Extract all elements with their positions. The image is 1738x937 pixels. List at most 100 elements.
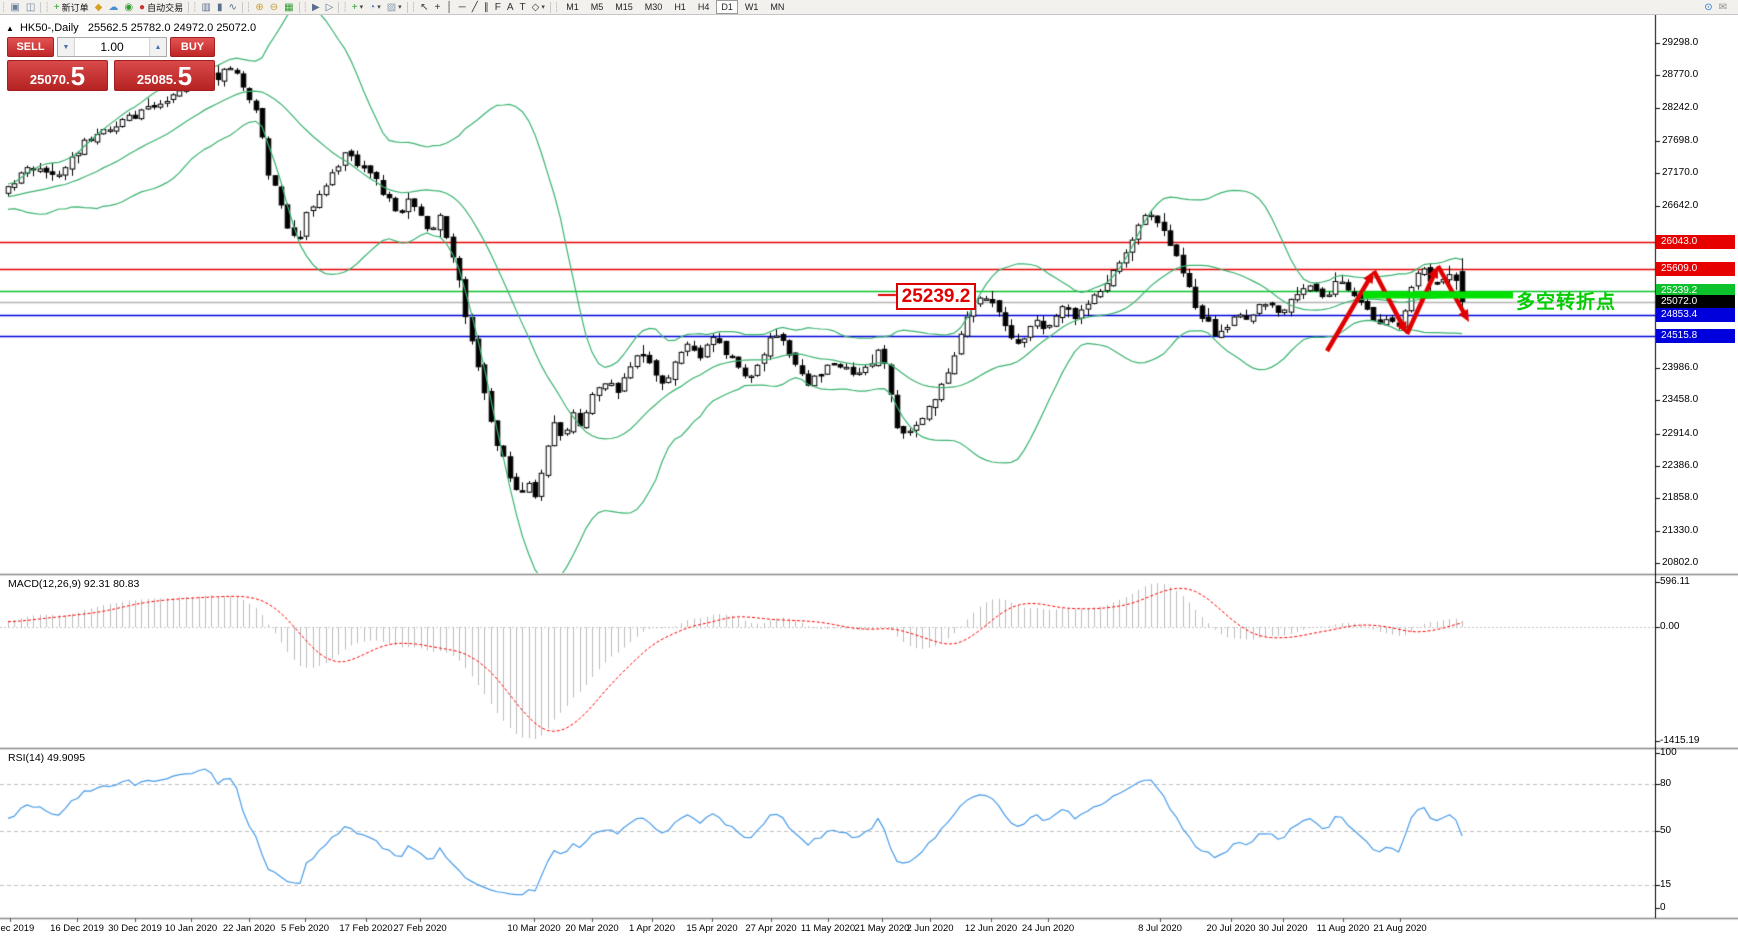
fibonacci-icon[interactable]: F (492, 1, 504, 14)
sell-price-main: 25070. (29, 72, 70, 87)
horizontal-line-icon[interactable]: ─ (456, 1, 469, 14)
crosshair-icon: + (434, 1, 441, 13)
tile-windows-icon[interactable]: ▦ (281, 1, 296, 14)
dropdown-caret-icon[interactable]: ▾ (377, 4, 381, 11)
bar-chart-type-icon[interactable]: ▥ (199, 1, 214, 14)
zoom-in-icon: ⊕ (255, 1, 264, 13)
timeframe-button-h4[interactable]: H4 (697, 2, 710, 12)
shapes-icon[interactable]: ◇ ▾ (529, 1, 548, 14)
vertical-line-icon: │ (446, 1, 453, 13)
ohlc-values: 25562.5 25782.0 24972.0 25072.0 (87, 22, 257, 34)
templates-icon[interactable]: ▨ ▾ (384, 1, 405, 14)
rsi-current-value: 49.9095 (47, 752, 86, 764)
toolbar-group-handle: ┆ (245, 2, 252, 12)
candlestick-chart-type-icon: ▮ (216, 1, 223, 13)
shapes-icon: ◇ (531, 1, 540, 13)
tile-windows-icon: ▦ (284, 1, 294, 13)
bar-chart-type-icon: ▥ (201, 1, 211, 13)
market-icon: ☁ (108, 1, 119, 13)
timeframe-button-w1[interactable]: W1 (744, 2, 759, 12)
sell-price-button[interactable]: 25070. 5 (7, 60, 108, 91)
text-icon[interactable]: A (504, 1, 517, 14)
buy-price-main: 25085. (136, 72, 177, 87)
crosshair-icon[interactable]: + (432, 1, 444, 14)
lot-increase-button[interactable]: ▲ (149, 38, 166, 56)
timeframe-button-mn[interactable]: MN (770, 2, 785, 12)
timeframe-button-m15[interactable]: M15 (615, 2, 633, 12)
indicators-icon[interactable]: + ▾ (349, 1, 366, 14)
zoom-out-icon[interactable]: ⊖ (267, 1, 281, 14)
rsi-indicator-label: RSI(14) 49.9095 (8, 752, 86, 764)
new-order-button-label: 新订单 (61, 2, 89, 13)
chart-shift-icon[interactable]: ▷ (323, 1, 337, 14)
toolbar-group-handle: ┆ (302, 2, 308, 12)
trendline-icon[interactable]: ╱ (469, 1, 481, 14)
signals-icon[interactable]: ◉ (121, 1, 136, 14)
cursor-icon: ↖ (420, 1, 429, 13)
candlestick-chart-type-icon[interactable]: ▮ (214, 1, 226, 14)
signals-icon: ◉ (124, 1, 134, 13)
auto-trading-button-label: 自动交易 (147, 2, 184, 13)
horizontal-line-icon: ─ (458, 1, 466, 13)
channel-icon: ∥ (483, 1, 489, 13)
cursor-icon[interactable]: ↖ (417, 1, 431, 14)
pivot-point-annotation[interactable]: 多空转折点 (1516, 292, 1617, 313)
buy-price-big-digit: 5 (177, 61, 193, 91)
buy-price-button[interactable]: 25085. 5 (114, 60, 215, 91)
zoom-in-icon[interactable]: ⊕ (252, 1, 266, 14)
toolbar-group-handle: ┆ (342, 2, 348, 12)
timeframe-button-m30[interactable]: M30 (644, 2, 663, 12)
mql5-wizard-icon: ◆ (94, 1, 103, 13)
new-chart-icon[interactable]: ▣ (7, 1, 22, 14)
fibonacci-icon: F (494, 1, 501, 13)
macd-indicator-label: MACD(12,26,9) 92.31 80.83 (8, 578, 140, 590)
vertical-line-icon[interactable]: │ (443, 1, 455, 14)
dropdown-caret-icon[interactable]: ▾ (541, 4, 545, 11)
new-order-button: + (53, 1, 60, 13)
channel-icon[interactable]: ∥ (481, 1, 492, 14)
search-icon[interactable]: ⊙ (1704, 1, 1713, 13)
new-chart-icon: ▣ (10, 1, 20, 13)
auto-scroll-icon: ▶ (311, 1, 320, 13)
templates-icon: ▨ (386, 1, 397, 13)
toolbar-group-handle: ┆ (1, 2, 7, 12)
mql5-wizard-icon[interactable]: ◆ (92, 1, 106, 14)
label-icon: T (519, 1, 526, 13)
sell-button[interactable]: SELL (7, 37, 54, 57)
profiles-icon[interactable]: ◫ (23, 1, 38, 14)
symbol-period-label: HK50-,Daily (19, 22, 79, 34)
price-annotation-box[interactable]: 25239.2 (896, 283, 976, 310)
timeframe-button-d1[interactable]: D1 (716, 0, 738, 14)
periods-icon[interactable]: ◔ ▾ (366, 1, 384, 14)
auto-scroll-icon[interactable]: ▶ (309, 1, 323, 14)
timeframe-button-m1[interactable]: M1 (566, 2, 579, 12)
line-chart-type-icon[interactable]: ∿ (226, 1, 240, 14)
lot-decrease-button[interactable]: ▼ (58, 38, 75, 56)
timeframe-button-h1[interactable]: H1 (674, 2, 686, 12)
auto-trading-button[interactable]: ● 自动交易 (136, 1, 186, 14)
chart-shift-icon: ▷ (325, 1, 334, 13)
macd-current-values: 92.31 80.83 (83, 578, 140, 590)
line-chart-type-icon: ∿ (228, 1, 237, 13)
timeframe-button-m5[interactable]: M5 (590, 2, 604, 12)
lot-size-input[interactable]: 1.00 (100, 40, 124, 54)
market-icon[interactable]: ☁ (105, 1, 121, 14)
text-icon: A (506, 1, 514, 13)
auto-trading-button: ● (139, 1, 146, 13)
buy-button[interactable]: BUY (170, 37, 215, 57)
label-icon[interactable]: T (517, 1, 529, 14)
collapse-one-click-arrow[interactable]: ▲ (6, 24, 14, 33)
chat-icon[interactable]: ✉ (1718, 1, 1727, 13)
trendline-icon: ╱ (471, 1, 478, 13)
toolbar-group-handle: ┆ (410, 2, 417, 12)
dropdown-caret-icon[interactable]: ▾ (398, 4, 402, 11)
new-order-button[interactable]: + 新订单 (51, 1, 92, 14)
lot-size-stepper: ▼ 1.00 ▲ (57, 37, 167, 57)
zoom-out-icon: ⊖ (269, 1, 279, 13)
toolbar-group-handle: ┆ (192, 2, 198, 12)
periods-icon: ◔ (369, 1, 376, 13)
dropdown-caret-icon[interactable]: ▾ (359, 4, 364, 11)
sell-price-big-digit: 5 (70, 61, 86, 91)
